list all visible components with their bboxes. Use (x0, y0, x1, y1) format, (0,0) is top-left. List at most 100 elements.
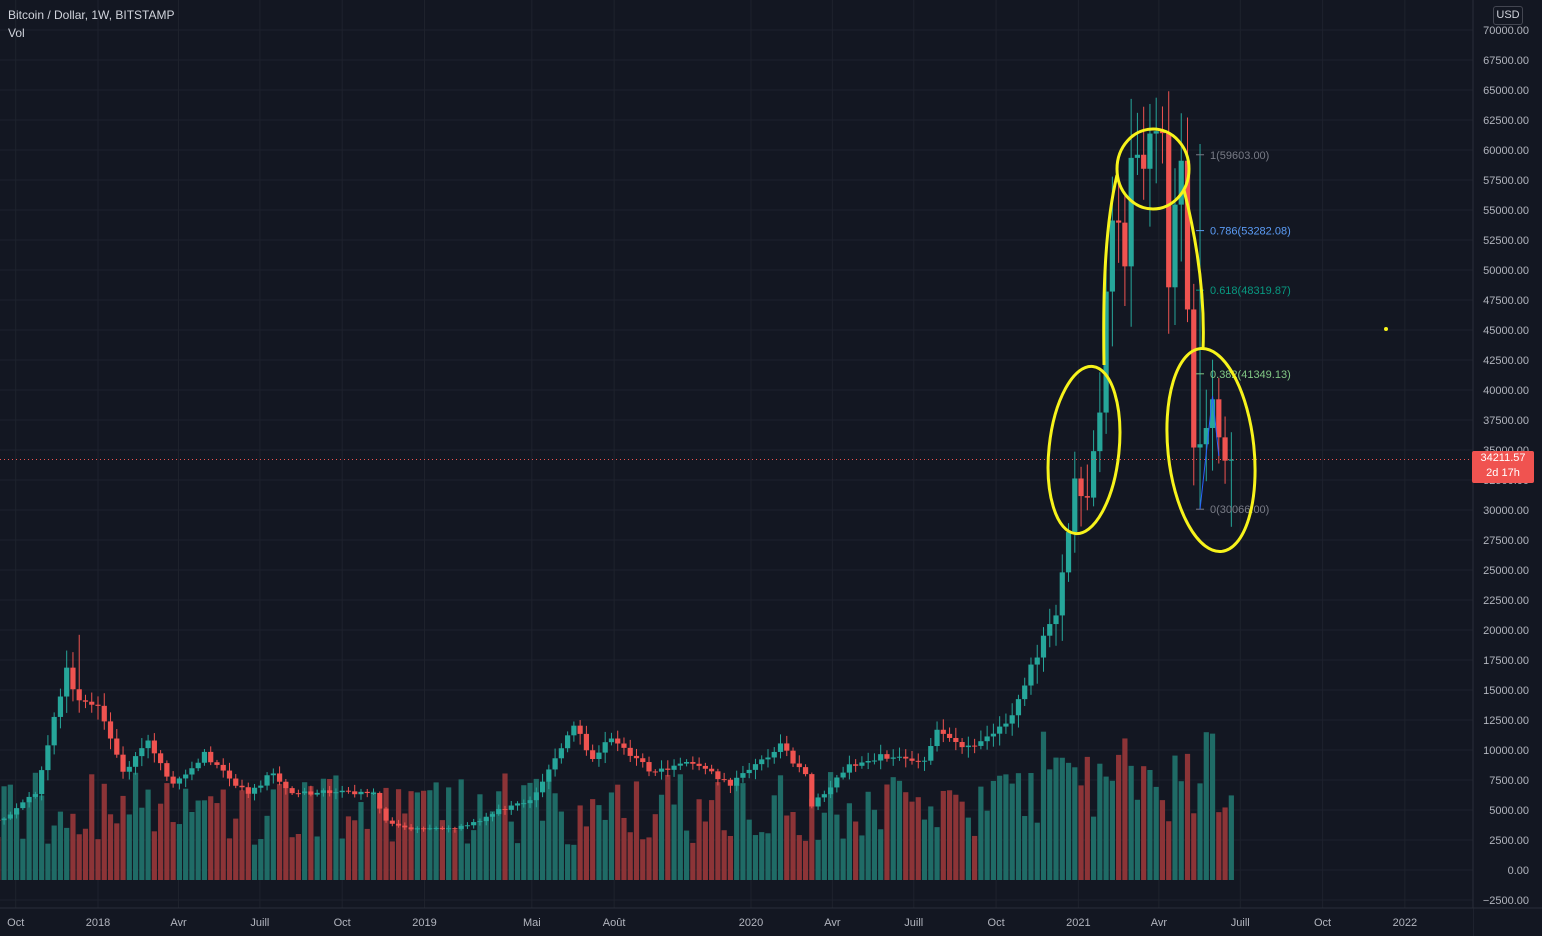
price-axis-tick-label: 25000.00 (1483, 565, 1529, 577)
volume-bar (865, 791, 871, 880)
volume-bar (590, 799, 596, 880)
candle (508, 800, 514, 815)
volume-bar (502, 773, 508, 880)
candle-body (32, 794, 38, 797)
candle (1228, 432, 1234, 527)
candle-body (1153, 131, 1159, 134)
candle-body (471, 822, 477, 826)
volume-bar (251, 844, 258, 880)
volume-bar (652, 814, 658, 880)
volume-bar (934, 827, 940, 880)
candle-body (702, 765, 708, 769)
fib-level-label: 0.618(48319.87) (1210, 285, 1291, 297)
candle (677, 757, 683, 770)
volume-bar (114, 823, 120, 880)
symbol-title[interactable]: Bitcoin / Dollar, 1W, BITSTAMP (8, 8, 175, 22)
candle (1097, 372, 1103, 473)
candle-body (1228, 459, 1234, 461)
volume-bar (1166, 821, 1172, 880)
candle (339, 785, 345, 798)
candle (183, 769, 189, 788)
candle (1203, 389, 1209, 482)
time-axis-tick-label: Avr (824, 917, 841, 929)
candle-body (1147, 133, 1153, 169)
volume-bar (489, 811, 496, 880)
candle (220, 758, 226, 778)
time-axis-tick-label: Août (603, 917, 626, 929)
candle-body (997, 726, 1003, 734)
volume-bar (39, 795, 45, 880)
candle (959, 738, 965, 754)
candle-body (953, 737, 959, 743)
candle-body (1028, 664, 1034, 686)
volume-bar (683, 830, 690, 880)
volume-bar (283, 782, 289, 880)
fib-level-label: 1(59603.00) (1210, 150, 1269, 162)
candle (483, 812, 489, 826)
candle (1078, 466, 1084, 527)
candle (464, 822, 471, 830)
candle-body (389, 820, 395, 824)
currency-button[interactable]: USD (1493, 6, 1523, 25)
volume-bar (183, 788, 189, 880)
candle-body (414, 828, 420, 830)
volume-bar (909, 801, 915, 880)
candle (333, 788, 339, 800)
volume-bar (878, 829, 884, 880)
candle-body (220, 764, 226, 771)
volume-bar (1053, 757, 1059, 880)
candle (1178, 113, 1184, 262)
price-axis-tick-label: 37500.00 (1483, 415, 1529, 427)
volume-bar (302, 782, 308, 880)
candle (70, 652, 76, 702)
volume-bar (1134, 799, 1141, 880)
volume-bar (327, 778, 333, 880)
candle-body (1022, 685, 1028, 700)
candle (997, 716, 1003, 746)
volume-bar (640, 839, 646, 880)
candle (352, 784, 358, 798)
volume-bar (270, 789, 276, 880)
candle-body (214, 762, 220, 765)
volume-bar (846, 803, 852, 880)
volume-bar (771, 795, 777, 880)
candle-body (1134, 154, 1141, 158)
candle-body (264, 775, 270, 786)
candle (627, 739, 633, 763)
volume-bar (264, 815, 270, 880)
candle (414, 826, 420, 834)
candle-body (859, 762, 865, 766)
candle (39, 766, 45, 801)
candle-body (640, 758, 646, 763)
candle (940, 719, 946, 743)
candle (383, 806, 389, 823)
volume-bar (734, 784, 740, 880)
candle (120, 746, 126, 779)
volume-bar (1228, 795, 1234, 880)
volume-bar (602, 819, 608, 880)
candle (972, 738, 978, 754)
volume-bar (709, 800, 715, 880)
volume-legend[interactable]: Vol (8, 26, 25, 40)
volume-bar (1109, 780, 1115, 880)
candle-body (408, 827, 414, 830)
volume-bar (965, 817, 971, 880)
volume-bar (1009, 783, 1015, 880)
candle (671, 759, 677, 777)
candle-body (796, 763, 802, 768)
candle-body (502, 809, 508, 811)
candle (890, 749, 896, 766)
candle-body (871, 760, 878, 762)
volume-bar (1084, 756, 1090, 880)
candle-body (508, 805, 514, 810)
candle-body (696, 763, 702, 766)
volume-bar (176, 824, 182, 880)
candle (458, 823, 464, 831)
volume-bar (126, 814, 132, 880)
volume-bar (1122, 738, 1128, 880)
candle-body (865, 760, 871, 763)
candle-body (602, 742, 608, 753)
candle-body (1222, 437, 1228, 461)
price-series (0, 91, 1234, 834)
